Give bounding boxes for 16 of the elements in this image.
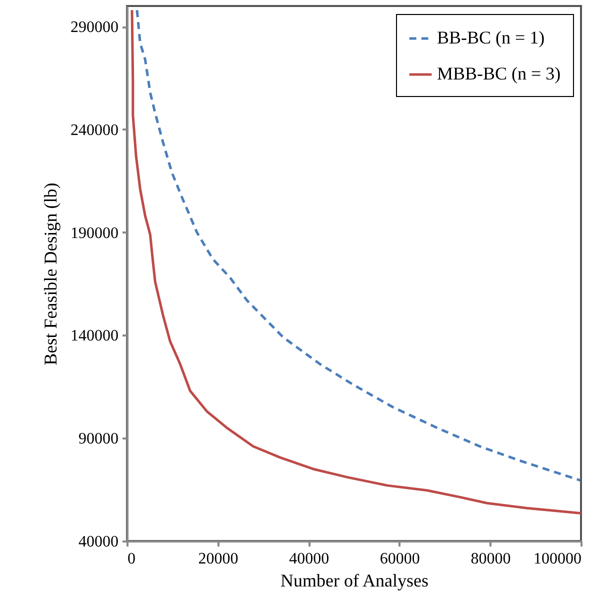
x-tick-label: 20000 [198,550,238,568]
y-tick-label: 90000 [78,430,118,448]
x-tick-label: 0 [128,550,136,568]
y-tick-label: 40000 [78,534,118,550]
x-tick-label: 40000 [289,550,330,568]
x-axis-title: Number of Analyses [280,570,428,590]
y-tick-label: 290000 [70,19,118,36]
x-tick-label: 80000 [470,550,511,568]
x-tick-label: 60000 [380,550,420,568]
legend-label: MBB-BC (n = 3) [437,64,561,84]
y-tick-label: 190000 [70,224,118,242]
legend-label: BB-BC (n = 1) [437,28,545,48]
y-tick-label: 140000 [70,328,118,345]
y-axis-title: Best Feasible Design (lb) [40,182,60,366]
y-tick-label: 240000 [70,122,118,139]
x-tick-label: 100000 [534,550,582,568]
